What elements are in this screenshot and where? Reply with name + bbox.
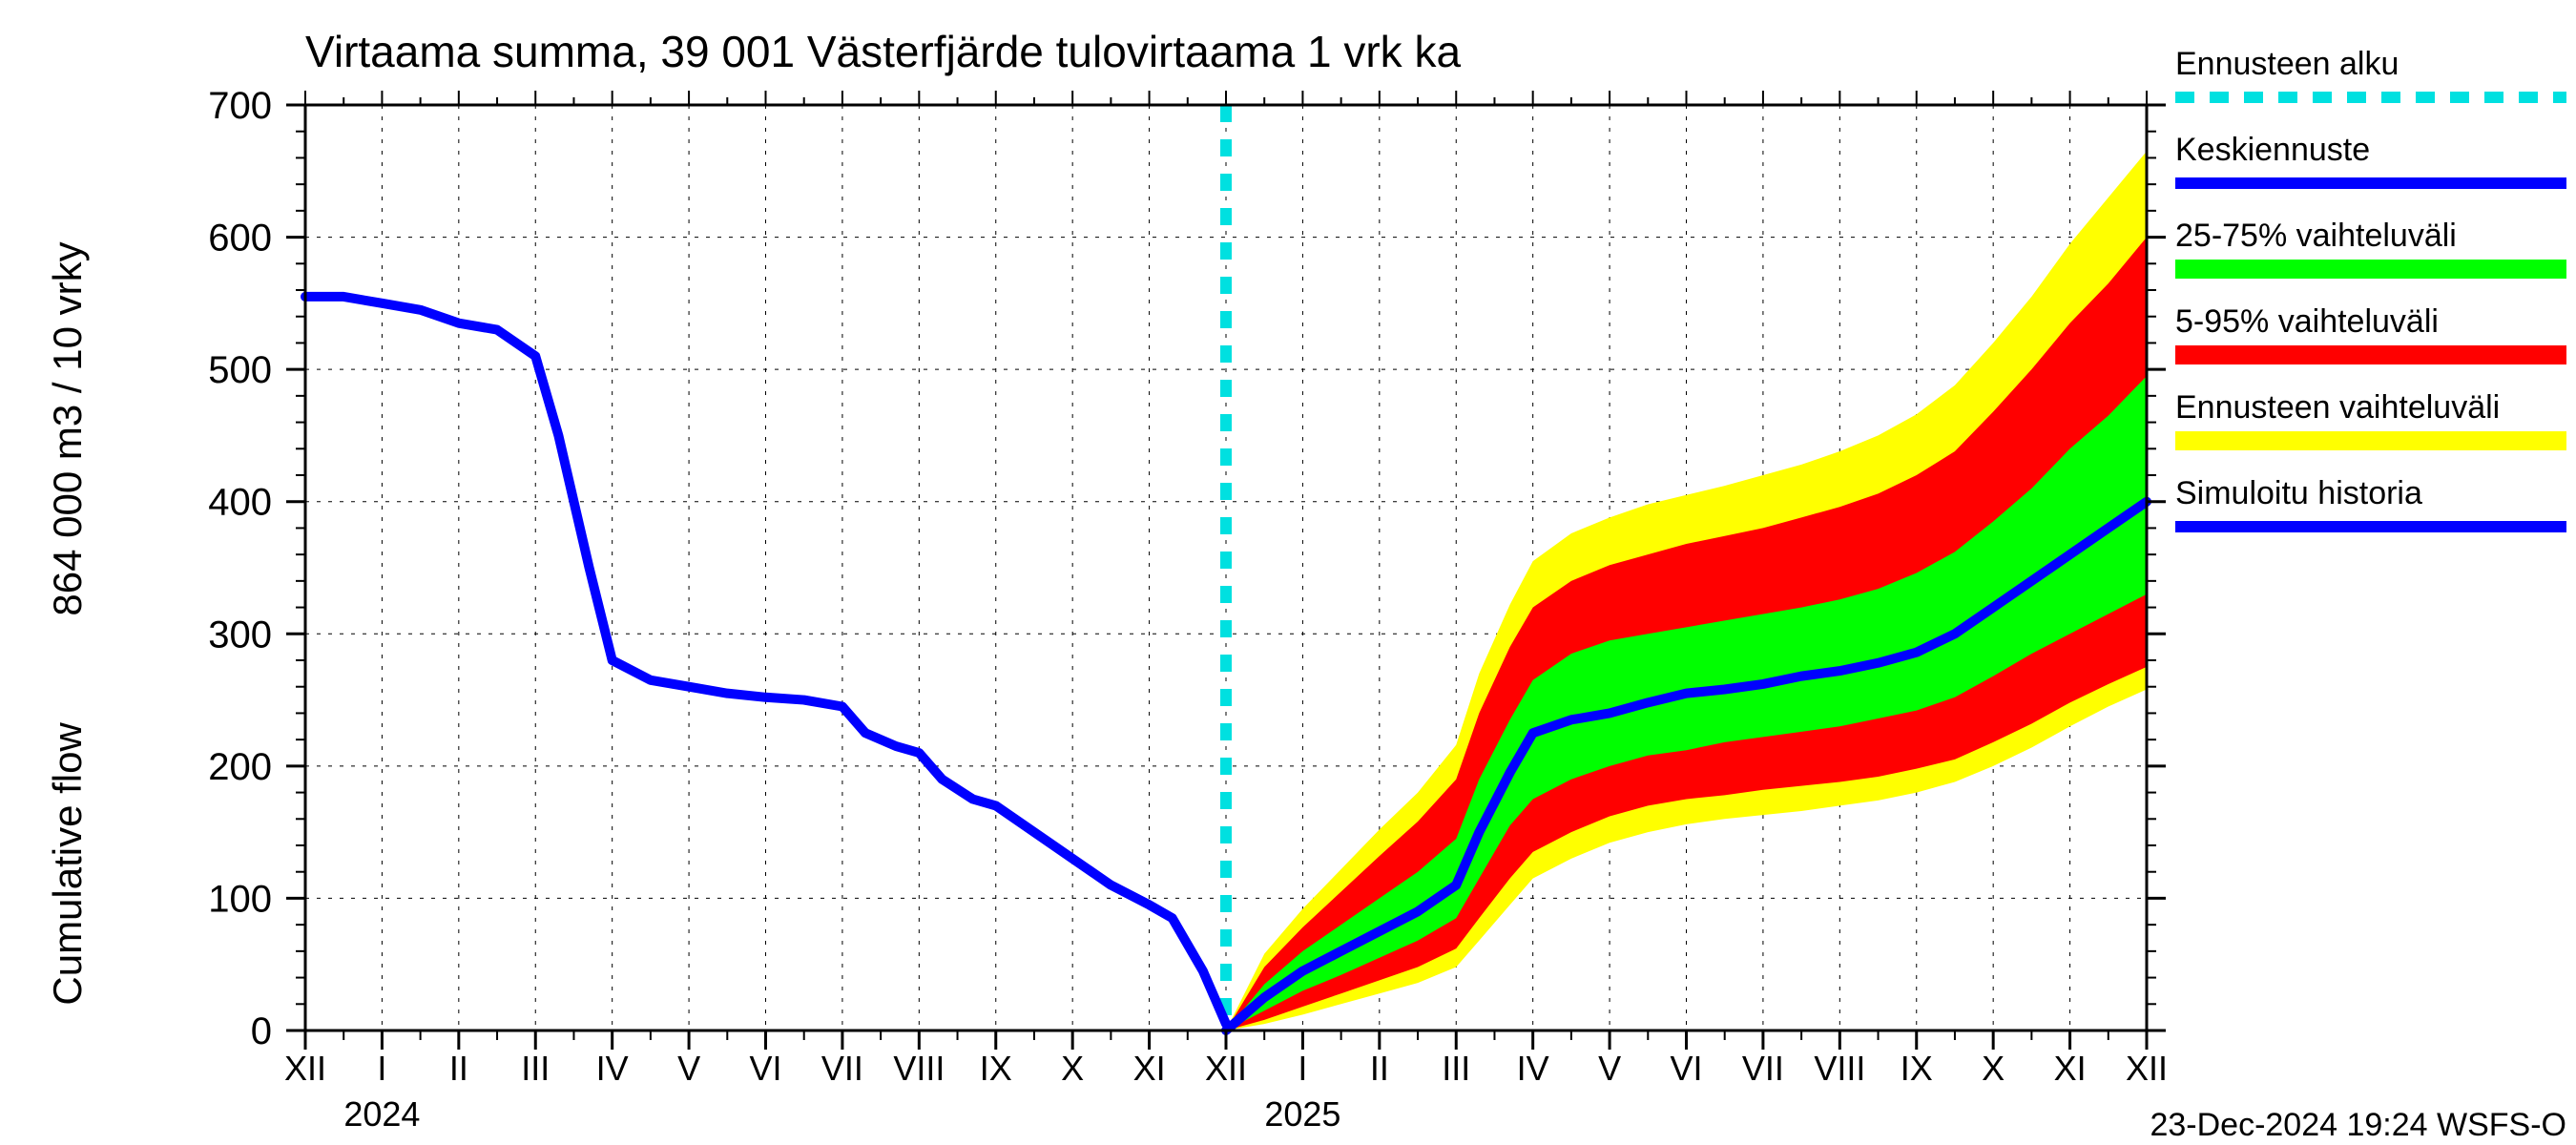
x-tick-label: III xyxy=(521,1049,550,1088)
x-tick-label: VII xyxy=(1742,1049,1784,1088)
y-tick-label: 0 xyxy=(251,1010,272,1052)
legend-label: Simuloitu historia xyxy=(2175,475,2422,511)
legend-label: 5-95% vaihteluväli xyxy=(2175,303,2439,340)
x-tick-label: X xyxy=(1061,1049,1084,1088)
x-tick-label: V xyxy=(677,1049,700,1088)
x-tick-label: IX xyxy=(1901,1049,1933,1088)
y-tick-label: 200 xyxy=(208,746,272,788)
y-tick-label: 100 xyxy=(208,878,272,920)
legend-label: Keskiennuste xyxy=(2175,132,2370,168)
x-tick-label: VI xyxy=(1670,1049,1702,1088)
footer-timestamp: 23-Dec-2024 19:24 WSFS-O xyxy=(2150,1107,2566,1143)
x-tick-label: II xyxy=(1370,1049,1389,1088)
y-axis-label-2: 864 000 m3 / 10 vrky xyxy=(45,241,90,615)
y-tick-label: 600 xyxy=(208,218,272,260)
x-tick-label: VII xyxy=(821,1049,863,1088)
x-tick-label: IX xyxy=(980,1049,1012,1088)
legend-label: Ennusteen alku xyxy=(2175,46,2399,82)
cumulative-flow-chart: 0100200300400500600700XIIIIIIIIIVVVIVIIV… xyxy=(0,0,2576,1145)
y-tick-label: 700 xyxy=(208,85,272,127)
y-tick-label: 500 xyxy=(208,349,272,391)
x-tick-label: XII xyxy=(1205,1049,1247,1088)
x-tick-label: XI xyxy=(1133,1049,1166,1088)
y-tick-label: 300 xyxy=(208,614,272,656)
x-tick-label: IV xyxy=(596,1049,629,1088)
x-tick-label: I xyxy=(1298,1049,1307,1088)
x-tick-label: X xyxy=(1982,1049,2005,1088)
x-year-label: 2024 xyxy=(343,1094,420,1134)
x-tick-label: II xyxy=(449,1049,468,1088)
x-tick-label: XII xyxy=(2126,1049,2168,1088)
x-tick-label: I xyxy=(377,1049,386,1088)
legend-label: 25-75% vaihteluväli xyxy=(2175,218,2457,254)
legend-swatch xyxy=(2175,345,2566,364)
legend-label: Ennusteen vaihteluväli xyxy=(2175,389,2500,426)
x-tick-label: XI xyxy=(2054,1049,2087,1088)
x-tick-label: IV xyxy=(1517,1049,1549,1088)
x-tick-label: XII xyxy=(284,1049,326,1088)
x-year-label: 2025 xyxy=(1264,1094,1340,1134)
chart-title: Virtaama summa, 39 001 Västerfjärde tulo… xyxy=(305,27,1461,76)
legend-swatch xyxy=(2175,260,2566,279)
x-tick-label: V xyxy=(1598,1049,1621,1088)
legend-swatch xyxy=(2175,431,2566,450)
x-tick-label: III xyxy=(1442,1049,1470,1088)
x-tick-label: VIII xyxy=(1814,1049,1865,1088)
y-axis-label-1: Cumulative flow xyxy=(45,722,90,1006)
x-tick-label: VI xyxy=(749,1049,781,1088)
x-tick-label: VIII xyxy=(893,1049,945,1088)
y-tick-label: 400 xyxy=(208,482,272,524)
